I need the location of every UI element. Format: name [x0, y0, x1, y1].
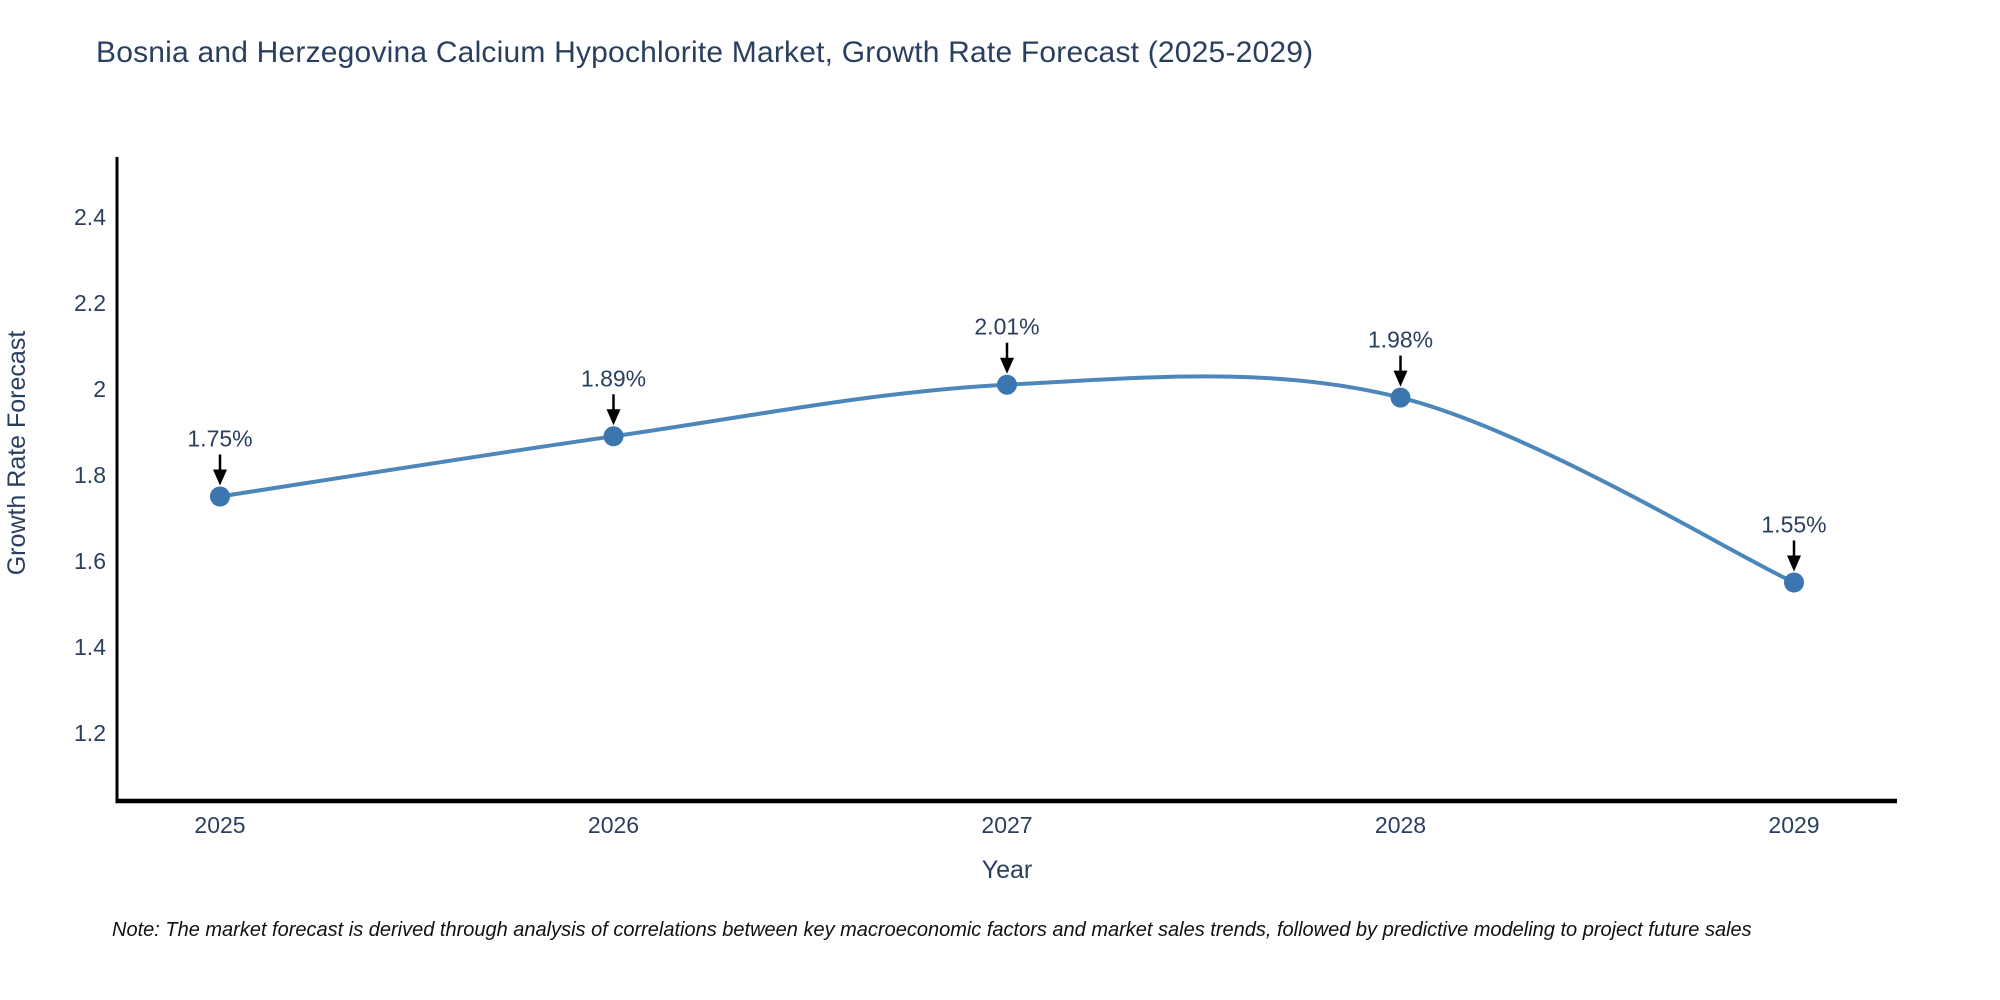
y-tick-label: 1.6: [74, 548, 106, 574]
annotation-arrowhead: [1000, 357, 1014, 374]
y-tick-label: 1.4: [74, 634, 106, 660]
data-point-marker: [210, 486, 230, 507]
annotation-arrowhead: [1787, 555, 1801, 572]
annotation-arrowhead: [1393, 370, 1408, 387]
y-tick-label: 2: [93, 376, 106, 402]
series-growth-rate-forecast: [210, 374, 1804, 593]
y-tick-label: 2.2: [74, 290, 106, 316]
data-point-marker: [997, 374, 1017, 395]
x-tick-label: 2026: [588, 812, 639, 838]
data-point-marker: [1390, 387, 1411, 408]
y-axis-title: Growth Rate Forecast: [3, 331, 31, 576]
x-tick-label: 2029: [1768, 812, 1819, 838]
annotation-label: 1.55%: [1761, 512, 1826, 538]
trend-line: [218, 374, 1796, 585]
annotation-label: 1.75%: [187, 426, 252, 452]
data-point-annotations: 1.75% 1.89% 2.01% 1.98% 1.55%: [187, 314, 1827, 572]
x-axis-title: Year: [982, 856, 1033, 884]
y-axis-tick-labels: 1.2 1.4 1.6 1.8 2 2.2 2.4: [74, 204, 106, 746]
chart-title: Bosnia and Herzegovina Calcium Hypochlor…: [96, 36, 1314, 69]
footnote: Note: The market forecast is derived thr…: [112, 919, 1752, 941]
y-tick-label: 2.4: [74, 204, 106, 230]
y-tick-label: 1.2: [74, 720, 106, 746]
annotation-arrowhead: [213, 469, 227, 486]
annotation-label: 1.89%: [581, 365, 646, 391]
annotation-label: 1.98%: [1368, 327, 1433, 353]
data-point-marker: [603, 426, 624, 447]
x-tick-label: 2028: [1375, 812, 1426, 838]
data-point-marker: [1784, 572, 1804, 593]
y-tick-label: 1.8: [74, 462, 106, 488]
annotation-label: 2.01%: [974, 314, 1039, 340]
x-axis-tick-labels: 2025 2026 2027 2028 2029: [194, 812, 1819, 838]
growth-rate-line-chart: 1.2 1.4 1.6 1.8 2 2.2 2.4 2025 2026 2027 2028 2029…: [3, 157, 1897, 884]
x-tick-label: 2027: [981, 812, 1032, 838]
annotation-arrowhead: [606, 409, 621, 426]
x-tick-label: 2025: [194, 812, 245, 838]
